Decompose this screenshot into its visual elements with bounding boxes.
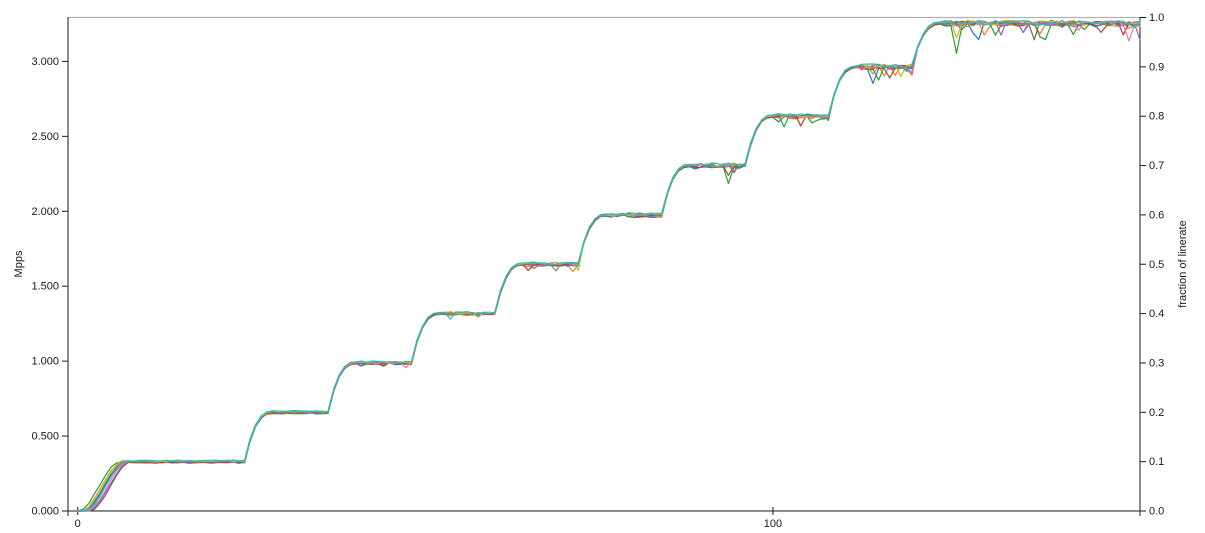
series-line-run-01	[77, 21, 1141, 512]
series-line-run-03	[77, 21, 1141, 512]
series-line-run-05	[77, 20, 1141, 512]
y-right-tick-label: 1.0	[1149, 12, 1164, 24]
y-left-tick-label: 1.000	[31, 356, 59, 368]
series-line-run-10	[77, 19, 1141, 512]
y-right-tick-label: 0.6	[1149, 209, 1164, 221]
series-line-run-04	[77, 20, 1141, 512]
y-right-tick-label: 0.1	[1149, 456, 1164, 468]
y-left-tick-label: 0.500	[31, 431, 59, 443]
series-line-run-02	[77, 21, 1141, 512]
y-right-tick-label: 0.2	[1149, 407, 1164, 419]
y-left-tick-label: 1.500	[31, 281, 59, 293]
y-right-axis-title: fraction of linerate	[1177, 220, 1189, 307]
y-left-tick-label: 3.000	[31, 56, 59, 68]
series-line-run-08	[77, 19, 1141, 512]
series-line-run-07	[77, 20, 1141, 512]
series-line-run-06	[77, 20, 1141, 512]
y-right-tick-label: 0.0	[1149, 506, 1164, 518]
x-tick-label: 0	[75, 518, 81, 530]
y-right-tick-label: 0.3	[1149, 357, 1164, 369]
y-left-tick-label: 2.000	[31, 206, 59, 218]
series-line-run-09	[77, 19, 1141, 512]
x-tick-label: 100	[764, 518, 782, 530]
y-right-tick-label: 0.5	[1149, 259, 1164, 271]
y-right-tick-label: 0.7	[1149, 160, 1164, 172]
y-right-tick-label: 0.8	[1149, 111, 1164, 123]
y-right-tick-label: 0.9	[1149, 61, 1164, 73]
y-right-tick-label: 0.4	[1149, 308, 1164, 320]
series-lines-layer	[77, 19, 1141, 512]
y-left-tick-label: 2.500	[31, 131, 59, 143]
y-left-tick-label: 0.000	[31, 506, 59, 518]
y-left-axis-title: Mpps	[13, 250, 25, 277]
axes-layer: 0.000 0.500 1.000 1.500 2.000 2.500 3.000 0.0 0.…	[31, 12, 1164, 530]
